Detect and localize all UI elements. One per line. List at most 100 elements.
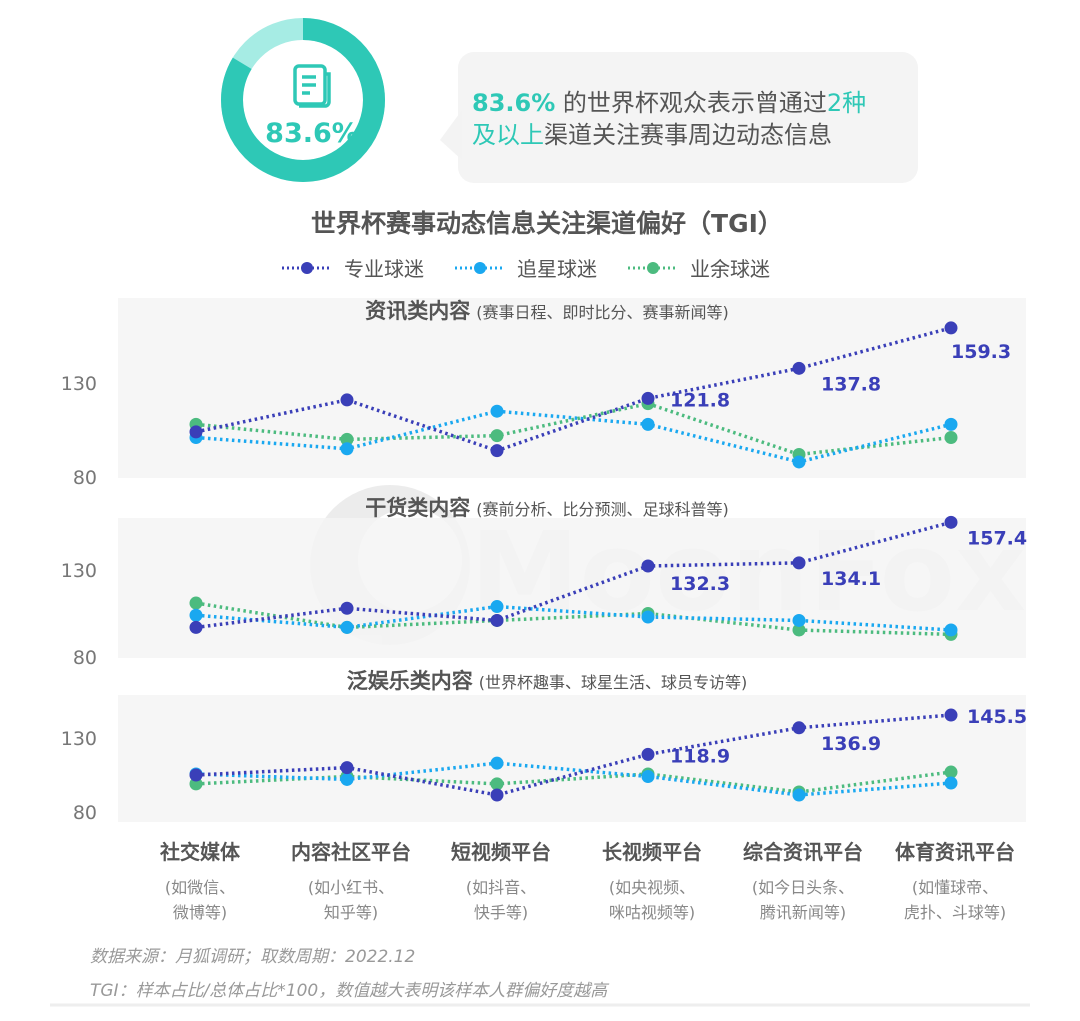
data-label: 121.8 <box>670 389 730 411</box>
panel-background <box>118 518 1026 658</box>
data-label: 137.8 <box>821 373 881 395</box>
series-line <box>195 520 952 630</box>
data-point <box>490 600 504 614</box>
data-point <box>792 788 806 802</box>
x-tick-label: 社交媒体 <box>159 840 241 864</box>
data-point <box>189 596 203 610</box>
data-point <box>641 417 655 431</box>
panel-3: 泛娱乐类内容 (世界杯趣事、球星生活、球员专访等) 130 80 118.9 136.9 1… <box>61 669 1027 824</box>
series-line <box>195 401 952 457</box>
data-point <box>340 772 354 786</box>
data-point <box>641 559 655 573</box>
data-point <box>944 431 958 445</box>
x-tick-note: 咪咕视频等) <box>609 903 695 922</box>
data-point <box>792 556 806 570</box>
data-point <box>490 404 504 418</box>
panel-background <box>118 695 1026 822</box>
data-point <box>944 708 958 722</box>
legend-item: 专业球迷 <box>282 257 424 281</box>
x-tick-note: (如懂球帝、 <box>912 878 998 897</box>
data-point <box>490 756 504 770</box>
data-point <box>944 515 958 529</box>
panel-title-main: 干货类内容 <box>365 496 470 520</box>
data-point <box>944 623 958 637</box>
data-point <box>792 361 806 375</box>
data-point <box>340 761 354 775</box>
donut-chart: 83.6% <box>221 18 385 182</box>
data-label: 159.3 <box>951 341 1011 363</box>
data-label: 118.9 <box>670 745 730 767</box>
legend-item: 业余球迷 <box>628 257 770 281</box>
y-tick-label: 130 <box>61 373 97 395</box>
x-category: 短视频平台 (如抖音、快手等) <box>451 840 551 922</box>
headline-percent: 83.6% <box>472 89 555 117</box>
data-point <box>641 769 655 783</box>
x-tick-note: 腾讯新闻等) <box>760 903 846 922</box>
panel-1: 资讯类内容 (赛事日程、即时比分、赛事新闻等) 130 80 121.8 137.8 159… <box>61 298 1026 489</box>
footer-note: TGI：样本占比/总体占比*100，数值越大表明该样本人群偏好度越高 <box>90 981 610 1001</box>
panel-background <box>118 298 1026 478</box>
data-point <box>189 768 203 782</box>
data-point <box>792 721 806 735</box>
panel-title: 资讯类内容 (赛事日程、即时比分、赛事新闻等) <box>365 299 729 323</box>
svg-text:83.6% 的世界杯观众表示曾通过2种: 83.6% 的世界杯观众表示曾通过2种 <box>472 89 866 117</box>
panel-title-main: 泛娱乐类内容 <box>347 669 473 693</box>
x-category: 长视频平台 (如央视频、咪咕视频等) <box>602 840 702 922</box>
data-point <box>490 777 504 791</box>
x-tick-note: 微博等) <box>173 903 227 922</box>
plots: 资讯类内容 (赛事日程、即时比分、赛事新闻等) 130 80 121.8 137.8 159… <box>61 298 1027 824</box>
panel-2: 干货类内容 (赛前分析、比分预测、足球科普等) 130 80 132.3 134.1 157… <box>61 496 1027 669</box>
legend-label: 专业球迷 <box>344 257 424 281</box>
footer-source: 数据来源：月狐调研；取数周期：2022.12 <box>90 947 415 967</box>
document-icon <box>293 64 331 108</box>
x-tick-label: 体育资讯平台 <box>895 840 1015 864</box>
data-point <box>944 321 958 335</box>
y-tick-label: 130 <box>61 728 97 750</box>
headline-highlight-3: 及以上 <box>472 121 544 149</box>
legend-label: 业余球迷 <box>690 257 770 281</box>
headline-highlight-2: 2种 <box>827 89 866 117</box>
chart-title: 世界杯赛事动态信息关注渠道偏好（TGI） <box>311 209 783 238</box>
x-tick-note: 快手等) <box>474 903 528 922</box>
data-point <box>792 623 806 637</box>
x-tick-note: (如抖音、 <box>466 878 536 897</box>
panel-subtitle: (赛事日程、即时比分、赛事新闻等) <box>476 303 729 322</box>
data-point <box>641 747 655 761</box>
series-line <box>195 409 952 464</box>
data-point <box>641 610 655 624</box>
data-point <box>340 442 354 456</box>
x-tick-note: 知乎等) <box>324 903 378 922</box>
data-point <box>189 608 203 622</box>
legend-marker <box>301 262 313 274</box>
data-point <box>641 391 655 405</box>
x-tick-note: (如今日头条、 <box>752 878 854 897</box>
data-point <box>944 417 958 431</box>
data-label: 157.4 <box>967 527 1027 549</box>
x-category: 综合资讯平台 (如今日头条、腾讯新闻等) <box>743 840 863 922</box>
headline-callout: 83.6% 的世界杯观众表示曾通过2种 及以上渠道关注赛事周边动态信息 <box>440 52 918 183</box>
y-tick-label: 130 <box>61 560 97 582</box>
x-tick-note: (如央视频、 <box>609 878 695 897</box>
data-point <box>340 393 354 407</box>
data-point <box>340 432 354 446</box>
series-line <box>195 601 952 637</box>
y-tick-label: 80 <box>73 467 97 489</box>
x-category: 体育资讯平台 (如懂球帝、虎扑、斗球等) <box>895 840 1015 922</box>
data-point <box>792 455 806 469</box>
data-label: 145.5 <box>967 706 1027 728</box>
x-axis: 社交媒体 (如微信、微博等) 内容社区平台 (如小红书、知乎等) 短视频平台 (如抖音、快… <box>159 840 1015 922</box>
svg-text:及以上渠道关注赛事周边动态信息: 及以上渠道关注赛事周边动态信息 <box>472 121 832 149</box>
legend-marker <box>647 262 659 274</box>
series-line <box>195 604 952 632</box>
panel-title: 泛娱乐类内容 (世界杯趣事、球星生活、球员专访等) <box>347 669 748 693</box>
legend-label: 追星球迷 <box>517 257 597 281</box>
series-line <box>195 770 952 794</box>
series-line <box>195 761 952 797</box>
x-tick-note: 虎扑、斗球等) <box>904 903 1006 922</box>
x-tick-label: 短视频平台 <box>451 840 551 864</box>
x-tick-note: (如小红书、 <box>308 878 394 897</box>
x-tick-label: 内容社区平台 <box>291 840 411 864</box>
x-category: 内容社区平台 (如小红书、知乎等) <box>291 840 411 922</box>
legend-item: 追星球迷 <box>455 257 597 281</box>
